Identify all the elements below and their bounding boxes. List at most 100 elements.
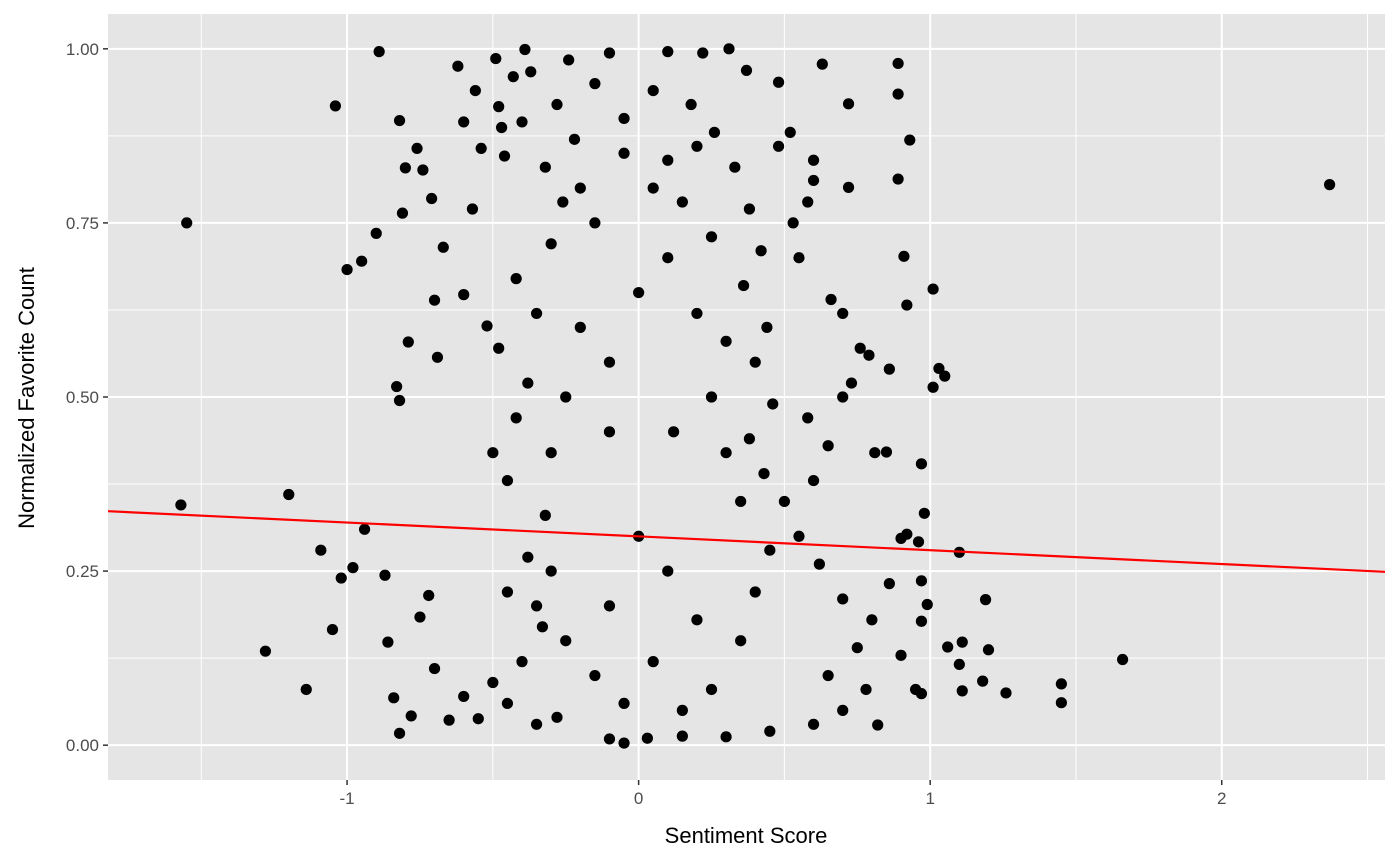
data-point bbox=[705, 683, 718, 696]
data-point bbox=[755, 245, 767, 257]
data-point bbox=[530, 718, 543, 730]
data-point bbox=[822, 669, 834, 682]
data-point bbox=[898, 250, 910, 262]
data-point bbox=[405, 710, 417, 722]
data-point bbox=[545, 447, 557, 459]
data-point bbox=[443, 714, 455, 726]
y-tick-label: 1.00 bbox=[66, 40, 99, 59]
data-point bbox=[539, 161, 551, 173]
data-point bbox=[356, 255, 368, 267]
data-point bbox=[764, 725, 776, 737]
data-point bbox=[370, 227, 382, 239]
data-point bbox=[793, 530, 805, 542]
data-point bbox=[872, 719, 884, 731]
data-point bbox=[530, 600, 543, 612]
data-point bbox=[574, 182, 586, 194]
data-point bbox=[574, 321, 586, 333]
data-point bbox=[842, 98, 855, 110]
data-point bbox=[854, 342, 866, 354]
data-point bbox=[525, 66, 537, 78]
data-point bbox=[469, 85, 481, 97]
data-point bbox=[915, 575, 928, 587]
data-point bbox=[428, 294, 441, 306]
data-point bbox=[1117, 653, 1129, 666]
data-point bbox=[551, 711, 563, 723]
data-point bbox=[807, 154, 820, 166]
data-point bbox=[662, 252, 674, 264]
y-tick-label: 0.50 bbox=[66, 388, 99, 407]
data-point bbox=[772, 76, 785, 88]
data-point bbox=[498, 150, 511, 162]
data-point bbox=[393, 394, 406, 407]
x-tick-label: 1 bbox=[925, 789, 934, 808]
data-point bbox=[729, 161, 741, 173]
data-point bbox=[691, 614, 703, 626]
data-point bbox=[557, 196, 569, 208]
data-point bbox=[676, 704, 688, 716]
data-point bbox=[837, 704, 849, 716]
data-point bbox=[358, 523, 371, 535]
data-point bbox=[837, 307, 849, 320]
data-point bbox=[437, 241, 449, 253]
data-point bbox=[705, 391, 718, 403]
data-point bbox=[589, 78, 601, 90]
data-point bbox=[842, 181, 855, 193]
data-point bbox=[391, 380, 403, 393]
data-point bbox=[402, 336, 414, 348]
data-point bbox=[705, 231, 718, 243]
data-point bbox=[259, 645, 272, 657]
data-point bbox=[761, 321, 773, 333]
data-point bbox=[423, 589, 435, 602]
data-point bbox=[519, 43, 531, 56]
data-point bbox=[912, 536, 925, 548]
y-axis-title: Normalized Favorite Count bbox=[14, 267, 39, 529]
data-point bbox=[603, 356, 616, 368]
data-point bbox=[647, 656, 659, 668]
data-point bbox=[501, 586, 514, 598]
data-point bbox=[641, 732, 653, 744]
data-point bbox=[458, 289, 470, 301]
data-point bbox=[603, 47, 616, 59]
data-point bbox=[743, 203, 756, 215]
data-point bbox=[691, 140, 703, 152]
data-points bbox=[175, 43, 1336, 749]
x-tick-label: 0 bbox=[634, 789, 643, 808]
data-point bbox=[845, 377, 858, 389]
data-point bbox=[516, 116, 528, 128]
data-point bbox=[802, 196, 814, 208]
data-point bbox=[493, 342, 505, 354]
data-point bbox=[1000, 687, 1012, 699]
data-point bbox=[772, 140, 785, 152]
data-point bbox=[426, 192, 438, 205]
data-point bbox=[495, 121, 508, 134]
data-point bbox=[428, 662, 441, 675]
data-point bbox=[1055, 678, 1067, 690]
data-point bbox=[414, 611, 426, 623]
data-point bbox=[825, 293, 837, 306]
data-point bbox=[685, 98, 697, 111]
trend-line bbox=[107, 510, 1386, 573]
data-point bbox=[662, 154, 674, 166]
data-point bbox=[347, 562, 359, 574]
data-point bbox=[1324, 179, 1336, 191]
y-tick-label: 0.00 bbox=[66, 736, 99, 755]
data-point bbox=[662, 46, 674, 58]
axis-ticks bbox=[103, 48, 1223, 785]
data-point bbox=[522, 551, 534, 563]
data-point bbox=[379, 569, 391, 581]
data-point bbox=[603, 600, 616, 612]
x-tick-label: 2 bbox=[1217, 789, 1226, 808]
data-point bbox=[720, 447, 732, 459]
data-point bbox=[560, 635, 572, 647]
data-point bbox=[373, 46, 385, 58]
data-point bbox=[956, 636, 968, 648]
data-point bbox=[458, 690, 470, 703]
data-point bbox=[603, 733, 616, 745]
data-point bbox=[708, 126, 721, 138]
data-point bbox=[618, 737, 630, 749]
data-point bbox=[860, 683, 872, 696]
data-point bbox=[697, 47, 709, 59]
data-point bbox=[487, 676, 499, 689]
data-point bbox=[175, 499, 187, 511]
